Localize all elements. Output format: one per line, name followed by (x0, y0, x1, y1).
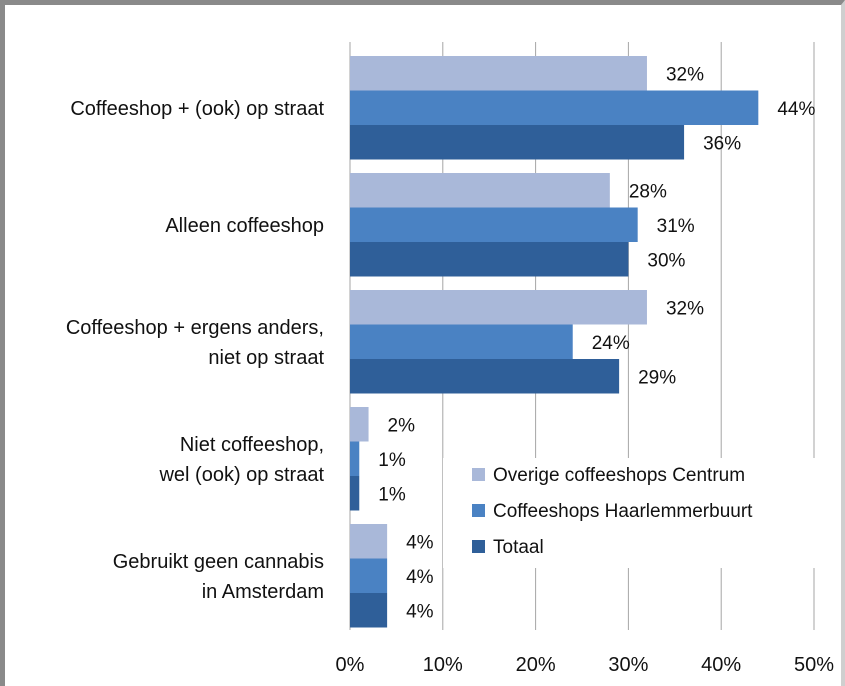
legend-background (443, 458, 828, 568)
x-tick-label: 20% (516, 654, 556, 676)
bar (350, 173, 610, 208)
category-label: Coffeeshop + ergens anders, niet op straa… (66, 317, 325, 369)
legend-swatch (472, 540, 485, 553)
data-label: 4% (406, 601, 434, 622)
data-label: 30% (647, 250, 685, 271)
category-label: Alleen coffeeshop (165, 215, 324, 237)
x-tick-label: 50% (794, 654, 834, 676)
bar (350, 324, 573, 359)
data-label: 32% (666, 298, 704, 319)
data-label: 44% (777, 99, 815, 120)
legend-entry-label: Totaal (493, 537, 544, 558)
data-label: 28% (629, 181, 667, 202)
data-label: 2% (388, 415, 416, 436)
x-tick-label: 10% (423, 654, 463, 676)
data-label: 32% (666, 64, 704, 85)
bar (350, 242, 629, 277)
bar (350, 207, 638, 242)
data-label: 1% (378, 450, 406, 471)
x-tick-label: 40% (701, 654, 741, 676)
x-tick-label: 30% (608, 654, 648, 676)
data-label: 36% (703, 133, 741, 154)
category-label: Niet coffeeshop, wel (ook) op straat (158, 434, 324, 486)
data-label: 31% (657, 216, 695, 237)
legend-swatch (472, 468, 485, 481)
bar (350, 56, 647, 91)
data-label: 4% (406, 532, 434, 553)
data-label: 4% (406, 567, 434, 588)
bar (350, 558, 388, 593)
data-label: 29% (638, 367, 676, 388)
bar (350, 476, 360, 511)
data-label: 24% (592, 333, 630, 354)
legend-entry-label: Overige coffeeshops Centrum (493, 465, 745, 486)
labels: 0% 10% 20% 30% 40% 50% 32% 44% 36% Coffeeshop + (… (66, 64, 834, 676)
bar (350, 290, 647, 325)
bar (350, 407, 369, 442)
bar (350, 441, 360, 476)
bar (350, 593, 388, 628)
bar (350, 359, 620, 394)
bar (350, 125, 685, 160)
category-label: Coffeeshop + (ook) op straat (70, 98, 324, 120)
bars (350, 56, 759, 628)
bar (350, 524, 388, 559)
category-label: Gebruikt geen cannabis in Amsterdam (113, 551, 324, 603)
x-tick-label: 0% (336, 654, 365, 676)
legend-swatch (472, 504, 485, 517)
legend: Overige coffeeshops Centrum Coffeeshops H… (443, 458, 828, 568)
bar (350, 90, 759, 125)
legend-entry-label: Coffeeshops Haarlemmerbuurt (493, 501, 753, 522)
data-label: 1% (378, 484, 406, 505)
